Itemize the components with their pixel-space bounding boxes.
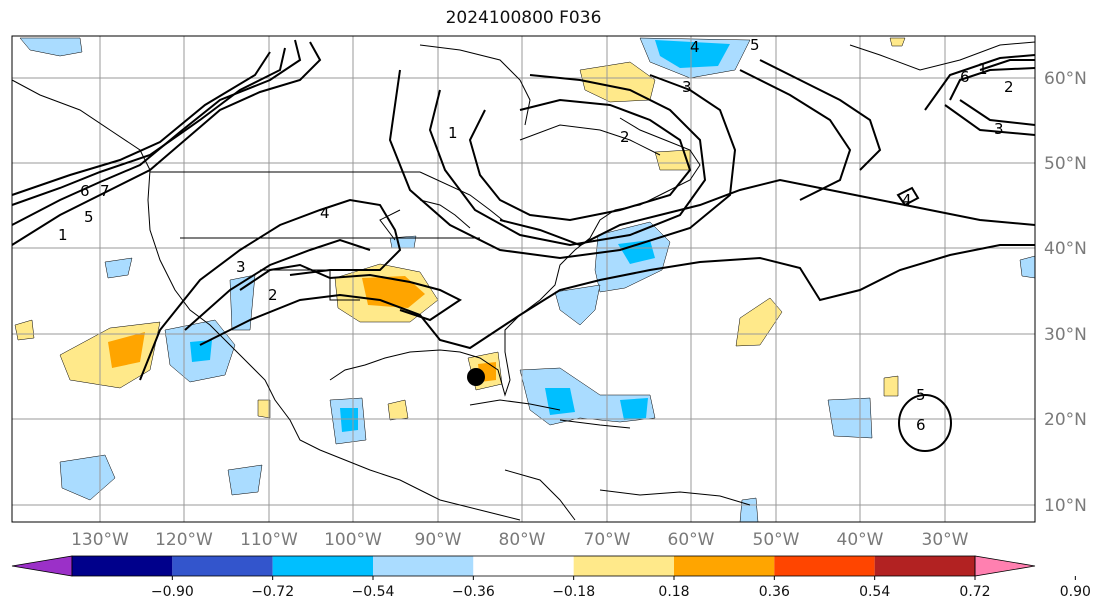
map-title: 2024100800 F036 (445, 8, 602, 28)
contour-label: 4 (902, 191, 912, 209)
contour-label: 3 (682, 78, 692, 96)
lat-label: 60°N (1044, 69, 1087, 89)
lon-label: 100°W (324, 530, 382, 550)
contour-label: 6 (80, 182, 90, 200)
longitude-labels: 130°W 120°W 110°W 100°W 90°W 80°W 70°W 6… (71, 530, 969, 550)
contour-label: 6 (916, 416, 926, 434)
lat-label: 20°N (1044, 410, 1087, 430)
colorbar-extend-high (974, 555, 1036, 577)
lon-label: 120°W (155, 530, 213, 550)
colorbar-label: 0.72 (959, 584, 990, 600)
contours (11, 39, 1036, 452)
contour-label: 4 (690, 38, 700, 56)
contour-label: 5 (84, 208, 94, 226)
contour-label: 2 (620, 128, 630, 146)
contour-label: 2 (1004, 78, 1014, 96)
map-frame (11, 35, 1036, 523)
colorbar-label: −0.72 (251, 584, 294, 600)
lon-label: 40°W (837, 530, 884, 550)
colorbar: −0.90 −0.72 −0.54 −0.36 −0.18 0.18 0.36 0.54 0.7… (11, 555, 1091, 600)
colorbar-extend-low (11, 555, 73, 577)
lon-label: 110°W (240, 530, 298, 550)
contour-label: 6 (960, 68, 970, 86)
lat-label: 10°N (1044, 496, 1087, 516)
colorbar-label: −0.54 (352, 584, 395, 600)
lon-label: 90°W (415, 530, 462, 550)
contour-label: 5 (750, 36, 760, 54)
contour-labels: 1 2 3 4 5 6 7 1 2 3 4 5 6 1 2 3 4 5 6 (58, 36, 1014, 434)
colorbar-segment (674, 556, 775, 576)
lat-label: 50°N (1044, 154, 1087, 174)
colorbar-label: 0.90 (1060, 584, 1091, 600)
colorbar-segment (373, 556, 474, 576)
colorbar-label: 0.54 (859, 584, 890, 600)
contour-label: 3 (994, 120, 1004, 138)
contour-label: 1 (58, 226, 68, 244)
colorbar-segment (874, 556, 975, 576)
lat-label: 40°N (1044, 239, 1087, 259)
lon-label: 70°W (584, 530, 631, 550)
contour-label: 1 (978, 60, 988, 78)
contour-label: 2 (268, 286, 278, 304)
colorbar-segment (573, 556, 674, 576)
colorbar-label: −0.18 (552, 584, 595, 600)
contour-label: 4 (320, 204, 330, 222)
lon-label: 60°W (668, 530, 715, 550)
lon-label: 130°W (71, 530, 129, 550)
lon-label: 80°W (499, 530, 546, 550)
latitude-labels: 60°N 50°N 40°N 30°N 20°N 10°N (1044, 69, 1087, 516)
colorbar-segment (473, 556, 574, 576)
colorbar-segment (172, 556, 273, 576)
contour-label: 5 (916, 386, 926, 404)
lat-label: 30°N (1044, 325, 1087, 345)
colorbar-segment (272, 556, 373, 576)
lon-label: 30°W (922, 530, 969, 550)
contour-label: 1 (448, 124, 458, 142)
colorbar-label: −0.90 (151, 584, 194, 600)
contour-label: 3 (236, 258, 246, 276)
lon-label: 50°W (753, 530, 800, 550)
colorbar-label: 0.18 (658, 584, 689, 600)
colorbar-label: −0.36 (452, 584, 495, 600)
colorbar-segment (774, 556, 875, 576)
contour-label: 7 (100, 182, 110, 200)
colorbar-segment (72, 556, 173, 576)
colorbar-label: 0.36 (759, 584, 790, 600)
storm-position-marker (467, 368, 485, 386)
colorbar-outline (71, 555, 976, 577)
